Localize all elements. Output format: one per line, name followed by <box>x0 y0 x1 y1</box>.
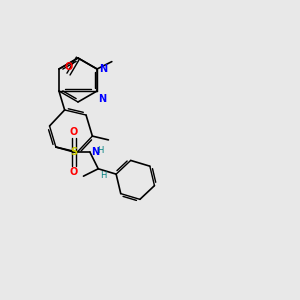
Text: N: N <box>99 64 107 74</box>
Text: S: S <box>70 147 77 157</box>
Text: N: N <box>91 147 99 157</box>
Text: H: H <box>97 146 103 154</box>
Text: O: O <box>70 127 78 137</box>
Text: H: H <box>100 171 106 180</box>
Text: O: O <box>64 62 73 72</box>
Text: O: O <box>70 167 78 177</box>
Text: N: N <box>98 94 106 104</box>
